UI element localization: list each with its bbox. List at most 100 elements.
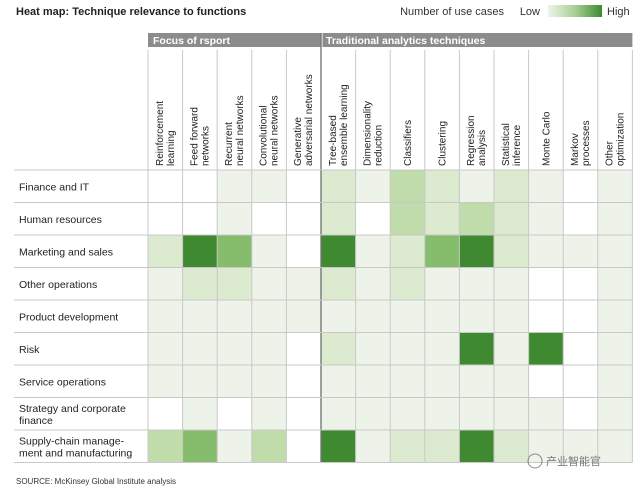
heatmap-cell bbox=[563, 300, 598, 333]
column-label-markov-processes: Markovprocesses bbox=[570, 120, 592, 166]
heatmap-cell bbox=[563, 430, 598, 463]
watermark-text: 产业智能官 bbox=[546, 454, 601, 468]
heatmap-cell bbox=[597, 170, 633, 203]
heatmap-cell bbox=[321, 397, 356, 430]
heatmap-cell bbox=[182, 430, 218, 463]
heatmap-cell bbox=[494, 267, 529, 300]
heatmap-cell bbox=[597, 235, 633, 268]
heatmap-cell bbox=[597, 267, 633, 300]
svg-text:Dimensionalityreduction: Dimensionalityreduction bbox=[362, 101, 384, 166]
heatmap-cell bbox=[494, 300, 529, 333]
heatmap-cell bbox=[494, 430, 529, 463]
heatmap-cell bbox=[286, 365, 321, 398]
column-label-regression-analysis: Regressionanalysis bbox=[466, 115, 488, 166]
heatmap-cell bbox=[459, 430, 494, 463]
heatmap-cell bbox=[148, 267, 183, 300]
heatmap-cell bbox=[563, 235, 598, 268]
row-label-human-resources: Human resources bbox=[19, 214, 102, 226]
heatmap-cell bbox=[459, 300, 494, 333]
legend-label: Number of use cases bbox=[400, 6, 504, 18]
heatmap-cell bbox=[528, 397, 564, 430]
heatmap-cell bbox=[494, 365, 529, 398]
heatmap-cell bbox=[217, 365, 252, 398]
heatmap-cell bbox=[459, 365, 494, 398]
heatmap-cell bbox=[390, 332, 425, 365]
heatmap-cell bbox=[597, 332, 633, 365]
heatmap-cell bbox=[563, 397, 598, 430]
group-header-label: Traditional analytics techniques bbox=[326, 35, 485, 47]
row-labels: Finance and IT Human resources Marketing a… bbox=[14, 181, 148, 459]
heatmap-cell bbox=[459, 202, 494, 235]
heatmap-cell bbox=[251, 202, 287, 235]
heatmap-cell bbox=[528, 235, 564, 268]
svg-text:Convolutionalneural networks: Convolutionalneural networks bbox=[259, 95, 281, 166]
row-label-strategy-and-corporate-finance: Strategy and corporate finance bbox=[19, 403, 126, 427]
heatmap-cell bbox=[182, 300, 218, 333]
heatmap-cell bbox=[459, 235, 494, 268]
heatmap-cell bbox=[182, 332, 218, 365]
heatmap-cell bbox=[424, 365, 460, 398]
heatmap-cell bbox=[321, 332, 356, 365]
heatmap-cell bbox=[217, 267, 252, 300]
heatmap-cell bbox=[424, 235, 460, 268]
heatmap-cell bbox=[182, 365, 218, 398]
heatmap-cell bbox=[459, 267, 494, 300]
heatmap-cell bbox=[251, 300, 287, 333]
heatmap-cell bbox=[355, 430, 391, 463]
heatmap-cell bbox=[459, 170, 494, 203]
svg-text:Recurrentneural networks: Recurrentneural networks bbox=[224, 95, 246, 166]
heatmap-cell bbox=[424, 397, 460, 430]
heatmap-cell bbox=[563, 202, 598, 235]
heatmap-cell bbox=[217, 430, 252, 463]
heatmap-cell bbox=[321, 365, 356, 398]
heatmap-cell bbox=[217, 202, 252, 235]
row-label-other-operations: Other operations bbox=[19, 279, 97, 291]
heatmap-cell bbox=[597, 365, 633, 398]
heatmap-cell bbox=[148, 170, 183, 203]
row-label-finance-and-it: Finance and IT bbox=[19, 181, 90, 193]
heatmap-cell bbox=[148, 202, 183, 235]
group-header-bar bbox=[148, 33, 321, 47]
column-label-monte-carlo: Monte Carlo bbox=[541, 111, 552, 166]
heatmap-cell bbox=[355, 365, 391, 398]
heatmap-cell bbox=[494, 397, 529, 430]
heatmap-cell bbox=[286, 300, 321, 333]
heatmap-cell bbox=[390, 267, 425, 300]
heatmap-cell bbox=[286, 235, 321, 268]
heatmap-cell bbox=[424, 202, 460, 235]
heatmap-cell bbox=[355, 235, 391, 268]
heatmap-cell bbox=[148, 397, 183, 430]
heatmap-cell bbox=[321, 267, 356, 300]
heatmap-cell bbox=[459, 397, 494, 430]
legend-low-label: Low bbox=[520, 6, 540, 18]
heatmap-cell bbox=[528, 430, 564, 463]
column-label-tree-based-ensemble-learning: Tree-basedensemble learning bbox=[328, 84, 350, 166]
heatmap-cell bbox=[390, 430, 425, 463]
heatmap-cell bbox=[321, 170, 356, 203]
heatmap-cell bbox=[217, 332, 252, 365]
heatmap-cell bbox=[182, 235, 218, 268]
heatmap-cell bbox=[390, 235, 425, 268]
svg-text:Otheroptimization: Otheroptimization bbox=[605, 113, 627, 166]
row-label-supply-chain-manage-ment-and-manufacturing: Supply-chain manage-ment and manufacturi… bbox=[19, 435, 132, 459]
column-label-clustering: Clustering bbox=[438, 121, 449, 166]
heatmap-cell bbox=[563, 332, 598, 365]
heatmap-cell bbox=[424, 267, 460, 300]
heatmap-cell bbox=[528, 170, 564, 203]
heatmap-cell bbox=[182, 170, 218, 203]
svg-text:Markovprocesses: Markovprocesses bbox=[570, 120, 592, 166]
heatmap-cell bbox=[424, 332, 460, 365]
heatmap-cell bbox=[528, 332, 564, 365]
legend: Number of use cases Low High bbox=[400, 5, 630, 18]
svg-text:Clustering: Clustering bbox=[438, 121, 449, 166]
heatmap-cell bbox=[148, 430, 183, 463]
heatmap-cell bbox=[459, 332, 494, 365]
heatmap-cell bbox=[182, 397, 218, 430]
legend-high-label: High bbox=[607, 6, 630, 18]
row-label-product-development: Product development bbox=[19, 311, 118, 323]
svg-text:Feed forwardnetworks: Feed forwardnetworks bbox=[189, 107, 211, 166]
heatmap-cell bbox=[286, 170, 321, 203]
heatmap-cell bbox=[217, 300, 252, 333]
heatmap-cell bbox=[390, 170, 425, 203]
